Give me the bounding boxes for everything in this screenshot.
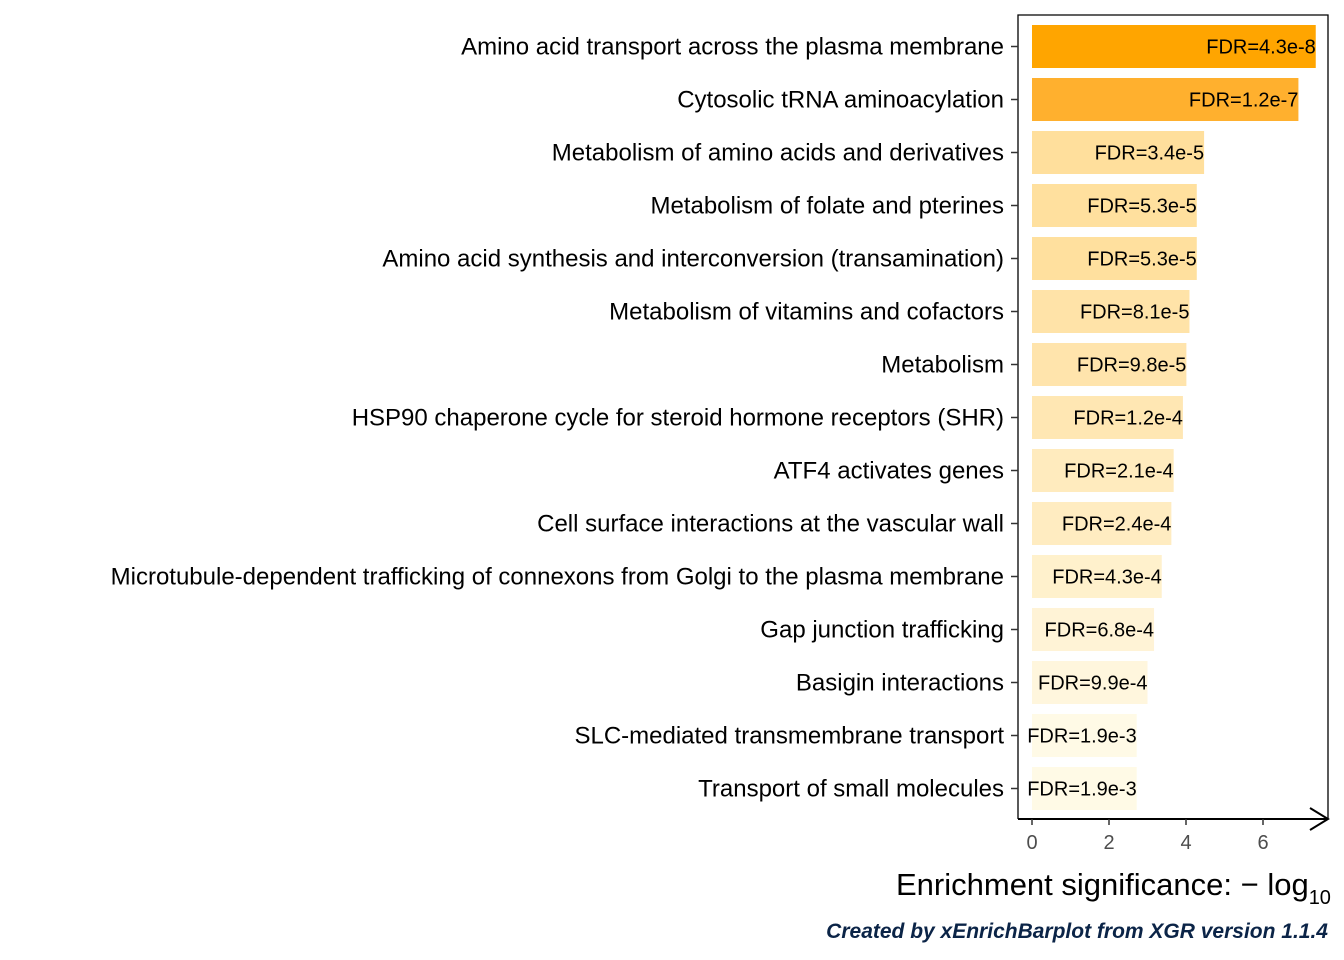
- axis-layer: 0 2 4 6: [1011, 14, 1330, 854]
- bar: [1032, 131, 1205, 174]
- bar: [1032, 290, 1190, 333]
- bar: [1032, 78, 1299, 121]
- category-label: Metabolism of folate and pterines: [650, 193, 1004, 220]
- x-axis-title-main: Enrichment significance: − log: [896, 867, 1309, 902]
- x-axis-arrow-icon: [1309, 807, 1330, 831]
- bar: [1032, 237, 1197, 280]
- x-tick-label: 6: [1257, 832, 1268, 854]
- bar: [1032, 555, 1162, 598]
- x-axis-title: Enrichment significance: − log10: [896, 867, 1331, 909]
- category-label: Metabolism of vitamins and cofactors: [609, 299, 1004, 326]
- category-label: Amino acid transport across the plasma m…: [461, 34, 1004, 61]
- category-label: Cytosolic tRNA aminoacylation: [677, 87, 1004, 114]
- bar: [1032, 767, 1137, 810]
- bar: [1032, 714, 1137, 757]
- bar-value-label: FDR=1.9e-3: [1027, 726, 1137, 748]
- bar-value-label: FDR=1.9e-3: [1027, 779, 1137, 801]
- category-label: ATF4 activates genes: [774, 458, 1004, 485]
- x-tick-label: 2: [1103, 832, 1114, 854]
- bar-value-label: FDR=4.3e-8: [1206, 37, 1316, 59]
- bar: [1032, 608, 1155, 651]
- bar-value-label: FDR=5.3e-5: [1087, 249, 1197, 271]
- category-label: Metabolism of amino acids and derivative…: [552, 140, 1004, 167]
- bar: [1032, 661, 1148, 704]
- bar-value-label: FDR=1.2e-4: [1073, 408, 1183, 430]
- x-tick-label: 0: [1026, 832, 1037, 854]
- bar-value-label: FDR=1.2e-7: [1189, 90, 1299, 112]
- bar-value-label: FDR=8.1e-5: [1080, 302, 1190, 324]
- category-label: SLC-mediated transmembrane transport: [574, 723, 1004, 750]
- bar-value-label: FDR=2.4e-4: [1062, 514, 1172, 536]
- category-label: Metabolism: [881, 352, 1004, 379]
- caption: Created by xEnrichBarplot from XGR versi…: [826, 920, 1328, 943]
- bars-layer: [1032, 25, 1316, 810]
- bar-value-label: FDR=2.1e-4: [1064, 461, 1174, 483]
- category-label: Microtubule-dependent trafficking of con…: [111, 564, 1004, 591]
- category-label: HSP90 chaperone cycle for steroid hormon…: [352, 405, 1004, 432]
- x-tick-label: 4: [1180, 832, 1191, 854]
- category-label: Amino acid synthesis and interconversion…: [382, 246, 1004, 273]
- bar: [1032, 396, 1183, 439]
- bar-value-label: FDR=9.9e-4: [1038, 673, 1148, 695]
- bar: [1032, 449, 1174, 492]
- bar-value-label: FDR=3.4e-5: [1095, 143, 1205, 165]
- category-label: Basigin interactions: [796, 670, 1004, 697]
- bar: [1032, 343, 1187, 386]
- bar-value-label: FDR=6.8e-4: [1045, 620, 1155, 642]
- bar: [1032, 184, 1197, 227]
- bar-value-label: FDR=9.8e-5: [1077, 355, 1187, 377]
- bar: [1032, 502, 1172, 545]
- bar: [1032, 25, 1316, 68]
- category-label: Transport of small molecules: [698, 776, 1004, 803]
- labels-layer: Amino acid transport across the plasma m…: [111, 34, 1316, 803]
- x-axis-title-subscript: 10: [1309, 887, 1331, 909]
- bar-value-label: FDR=5.3e-5: [1087, 196, 1197, 218]
- category-label: Gap junction trafficking: [760, 617, 1004, 644]
- category-label: Cell surface interactions at the vascula…: [537, 511, 1004, 538]
- bar-value-label: FDR=4.3e-4: [1052, 567, 1162, 589]
